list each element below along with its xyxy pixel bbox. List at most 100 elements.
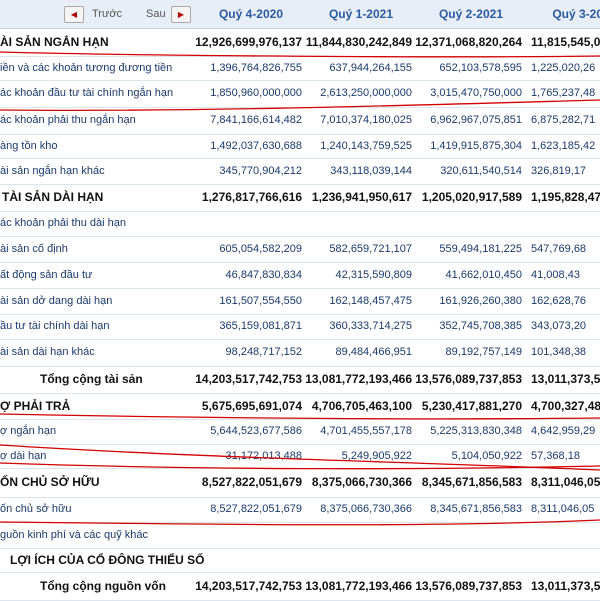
row-value: 5,644,523,677,586 (210, 425, 302, 437)
row-value: 89,192,757,149 (445, 346, 522, 358)
table-row: ốn chủ sở hữu 8,527,822,051,679 8,375,066,… (0, 497, 600, 523)
row-value: 343,118,039,144 (330, 165, 412, 177)
row-value: 1,205,020,917,589 (421, 190, 522, 204)
table-row: ác khoản phải thu ngắn hạn 7,841,166,614,… (0, 107, 600, 135)
row-value: 652,103,578,595 (439, 62, 522, 74)
table-row: àng tồn kho 1,492,037,630,688 1,240,143,75… (0, 134, 600, 159)
row-value: 12,926,699,976,137 (195, 35, 302, 49)
row-label: ác khoản đầu tư tài chính ngắn hạn (0, 87, 174, 99)
row-value: 5,675,695,691,074 (201, 399, 302, 413)
row-value: 7,841,166,614,482 (210, 114, 302, 126)
row-label: ầu tư tài chính dài hạn (0, 320, 110, 332)
row-value: 345,770,904,212 (219, 165, 302, 177)
row-value: 161,926,260,380 (439, 295, 522, 307)
row-label: ác khoản phải thu dài hạn (0, 217, 126, 229)
row-value: 4,706,705,463,100 (311, 399, 412, 413)
row-label: guồn kinh phí và các quỹ khác (0, 529, 148, 541)
table-row: TÀI SẢN DÀI HẠN 1,276,817,766,616 1,236,94… (0, 184, 600, 212)
row-value: 1,850,960,000,000 (210, 87, 302, 99)
next-button[interactable]: ▶ (171, 6, 191, 23)
row-value: 5,104,050,922 (451, 450, 522, 462)
row-value: 14,203,517,742,753 (195, 372, 302, 386)
row-value: 41,662,010,450 (445, 269, 522, 281)
row-value: 46,847,830,834 (225, 269, 302, 281)
row-value: 11,815,545,06 (531, 35, 600, 49)
row-label: ất động sản đầu tư (0, 269, 93, 281)
table-row: LỢI ÍCH CỦA CỔ ĐÔNG THIỂU SỐ (0, 548, 600, 573)
table-row: ất động sản đầu tư 46,847,830,834 42,315,5… (0, 262, 600, 289)
prev-button[interactable]: ◀ (64, 6, 84, 23)
row-value: 1,225,020,26 (531, 62, 596, 74)
row-value: 13,576,089,737,853 (415, 372, 522, 386)
table-row: ài sản dài hạn khác 98,248,717,152 89,484,… (0, 339, 600, 367)
row-value: 98,248,717,152 (225, 346, 302, 358)
row-value: 13,081,772,193,466 (305, 579, 412, 593)
row-value: 637,944,264,155 (329, 62, 412, 74)
row-value: 4,642,959,29 (531, 425, 596, 437)
row-label: ợ dài hạn (0, 450, 47, 462)
row-value: 101,348,38 (531, 346, 587, 358)
table-header: ◀ Trước Sau ▶ Quý 4-2020 Quý 1-2021 Quý … (0, 0, 600, 29)
row-value: 13,011,373,53 (531, 372, 600, 386)
column-header-q1-2021: Quý 1-2021 (328, 7, 394, 21)
table-row: Ợ PHẢI TRẢ 5,675,695,691,074 4,706,705,463… (0, 393, 600, 420)
row-value: 2,613,250,000,000 (320, 87, 412, 99)
column-header-q3-2021: Quý 3-202 (552, 7, 600, 21)
row-value: 360,333,714,275 (329, 320, 412, 332)
row-value: 1,195,828,47 (531, 190, 600, 204)
row-value: 559,494,181,225 (439, 243, 522, 255)
row-value: 31,172,013,488 (225, 450, 302, 462)
row-value: 1,276,817,766,616 (201, 190, 302, 204)
table-row: guồn kinh phí và các quỹ khác (0, 522, 600, 549)
row-value: 13,011,373,53 (531, 579, 600, 593)
row-label: ÀI SẢN NGẮN HẠN (0, 35, 109, 49)
row-value: 1,236,941,950,617 (311, 190, 412, 204)
row-value: 14,203,517,742,753 (195, 579, 302, 593)
row-value: 1,765,237,48 (531, 87, 596, 99)
table-row: ài sản dở dang dài hạn 161,507,554,550 162… (0, 288, 600, 315)
row-value: 6,962,967,075,851 (430, 114, 522, 126)
row-value: 8,345,671,856,583 (430, 503, 522, 515)
row-label: ỐN CHỦ SỞ HỮU (0, 475, 100, 489)
row-value: 4,701,455,557,178 (320, 425, 412, 437)
row-label: Tổng cộng nguồn vốn (40, 579, 166, 593)
row-value: 13,081,772,193,466 (305, 372, 412, 386)
row-value: 605,054,582,209 (219, 243, 302, 255)
row-label: ài sản ngắn hạn khác (0, 165, 105, 177)
row-value: 1,623,185,42 (531, 140, 596, 152)
prev-label[interactable]: Trước (92, 8, 123, 20)
row-value: 1,396,764,826,755 (210, 62, 302, 74)
row-value: 352,745,708,385 (439, 320, 522, 332)
row-label: ợ ngắn hạn (0, 425, 57, 437)
row-value: 4,700,327,48 (531, 399, 600, 413)
row-value: 547,769,68 (531, 243, 587, 255)
table-row: ợ ngắn hạn 5,644,523,677,586 4,701,455,557… (0, 419, 600, 445)
row-value: 1,492,037,630,688 (210, 140, 302, 152)
table-row: Tổng cộng nguồn vốn 14,203,517,742,753 13,… (0, 572, 600, 601)
table-row: ài sản ngắn hạn khác 345,770,904,212 343,1… (0, 158, 600, 185)
row-value: 1,419,915,875,304 (430, 140, 522, 152)
row-value: 42,315,590,809 (335, 269, 412, 281)
row-label: iền và các khoản tương đương tiền (0, 62, 173, 74)
row-label: àng tồn kho (0, 140, 58, 152)
row-label: ốn chủ sở hữu (0, 503, 72, 515)
row-value: 8,527,822,051,679 (201, 475, 302, 489)
table-row: ỐN CHỦ SỞ HỮU 8,527,822,051,679 8,375,066,… (0, 468, 600, 498)
row-value: 5,225,313,830,348 (430, 425, 522, 437)
row-value: 57,368,18 (531, 450, 580, 462)
row-value: 5,230,417,881,270 (421, 399, 522, 413)
column-header-q2-2021: Quý 2-2021 (438, 7, 504, 21)
table-row: Tổng cộng tài sản 14,203,517,742,753 13,08… (0, 366, 600, 394)
row-label: Tổng cộng tài sản (40, 372, 143, 386)
row-label: ài sản dở dang dài hạn (0, 295, 113, 307)
row-label: TÀI SẢN DÀI HẠN (2, 190, 104, 204)
row-value: 8,311,046,05 (531, 503, 595, 515)
table-row: ợ dài hạn 31,172,013,488 5,249,905,922 5,10… (0, 444, 600, 469)
row-value: 3,015,470,750,000 (430, 87, 522, 99)
row-value: 11,844,830,242,849 (305, 35, 412, 49)
next-label[interactable]: Sau (146, 8, 166, 20)
row-label: ài sản cố định (0, 243, 68, 255)
row-value: 5,249,905,922 (341, 450, 412, 462)
row-value: 161,507,554,550 (219, 295, 302, 307)
row-label: Ợ PHẢI TRẢ (0, 399, 71, 413)
